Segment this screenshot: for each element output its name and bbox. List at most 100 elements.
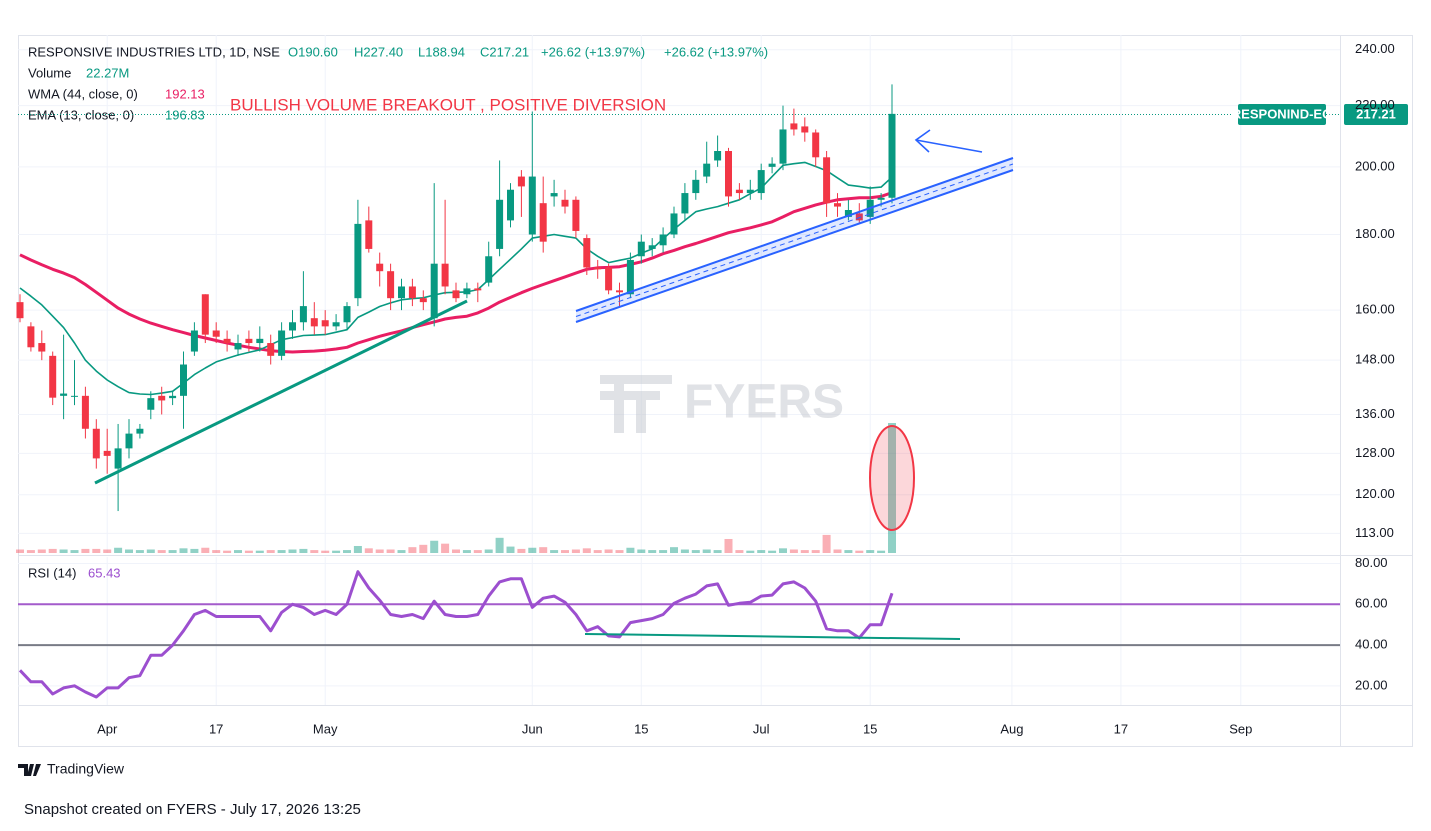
volume-bar [234, 550, 242, 553]
chart-frame [18, 35, 1413, 747]
volume-bar [506, 546, 515, 553]
volume-bar [92, 548, 101, 553]
candle-body [441, 263, 449, 287]
x-tick-label: 17 [1114, 721, 1128, 736]
candle-body [332, 322, 340, 327]
candle-body [125, 433, 133, 449]
candle-body [626, 259, 634, 295]
candle-body [485, 256, 493, 283]
volume-bar [484, 549, 493, 553]
volume-bar [452, 549, 460, 553]
candle-body [343, 306, 351, 323]
candle-body [299, 306, 307, 323]
volume-bar [866, 550, 875, 553]
volume-bar [332, 550, 341, 553]
y-tick-label: 180.00 [1355, 226, 1395, 241]
candle-body [223, 338, 231, 344]
arrow [914, 129, 983, 153]
candle-body [27, 326, 35, 348]
volume-bar [582, 548, 591, 553]
volume-bar [724, 538, 733, 553]
volume-bar [844, 550, 853, 553]
x-tick-label: 15 [634, 721, 648, 736]
candle-body [136, 428, 144, 434]
y-tick-label: 148.00 [1355, 352, 1395, 367]
y-tick-label: 200.00 [1355, 158, 1395, 173]
volume-bar [855, 550, 864, 553]
rsi-trend-line [584, 633, 961, 640]
volume-bar [571, 549, 580, 553]
candle-body [877, 197, 885, 200]
candle-body [583, 238, 591, 268]
ohlc-value: L188.94 [418, 44, 465, 59]
volume-bar [266, 550, 275, 553]
y-tick-label: 120.00 [1355, 486, 1395, 501]
y-tick-label: 20.00 [1355, 677, 1388, 692]
candle-body [387, 271, 395, 299]
candle-body [670, 213, 678, 235]
volume-bar [419, 544, 428, 553]
volume-bar [190, 548, 199, 553]
volume-bar [212, 550, 221, 553]
arrow-shaft [915, 139, 983, 153]
volume-bar [648, 550, 657, 553]
brand-logo: TradingView [18, 761, 125, 777]
candle-body [539, 203, 547, 242]
candle-body [169, 395, 177, 399]
brand-text: TradingView [47, 761, 125, 777]
candle-body [528, 176, 536, 235]
candle-body [594, 267, 602, 270]
volume-bar [277, 550, 286, 553]
x-tick-label: Jul [753, 721, 770, 736]
channel-line [575, 157, 1014, 312]
candle-body [572, 199, 580, 231]
candle-body [147, 398, 155, 410]
candle-body [212, 330, 220, 337]
candle-body [616, 290, 623, 293]
candle-body [234, 343, 242, 350]
volume-bar [48, 548, 57, 553]
volume-bar [539, 547, 548, 553]
ohlc-value: +26.62 (+13.97%) [541, 44, 645, 59]
candle-body [201, 294, 209, 335]
volume-bar [168, 550, 177, 553]
candle-body [790, 123, 798, 130]
candle-body [408, 286, 416, 299]
candle-body [779, 129, 787, 164]
volume-layer [16, 423, 896, 553]
volume-bar [789, 549, 798, 553]
volume-bar [833, 549, 842, 553]
candle-body [496, 199, 504, 249]
volume-bar [223, 550, 232, 553]
candle-body [398, 286, 405, 299]
y-tick-label: 128.00 [1355, 445, 1395, 460]
overlay-legend-value: 192.13 [165, 86, 205, 101]
volume-bar [637, 549, 646, 553]
x-tick-label: Jun [522, 721, 543, 736]
channel-line [575, 169, 1014, 323]
candle-body [605, 267, 613, 291]
candle-body [354, 223, 362, 299]
volume-bar [495, 537, 504, 553]
volume-bar [114, 547, 123, 553]
volume-bar [877, 550, 886, 553]
volume-bar [680, 549, 689, 553]
volume-bar [626, 547, 635, 553]
candle-body [474, 288, 482, 291]
ohlc-value: +26.62 (+13.97%) [664, 44, 768, 59]
candle-body [812, 132, 820, 158]
candle-body [365, 220, 373, 249]
candle-body [757, 170, 765, 194]
volume-bar [288, 549, 297, 553]
channel-fill [576, 158, 1013, 322]
volume-bar [659, 550, 668, 553]
x-tick-label: 17 [209, 721, 223, 736]
ohlc-value: C217.21 [480, 44, 529, 59]
symbol-label: RESPONIND-EQ [1232, 106, 1332, 121]
candle-body [746, 189, 754, 194]
candle-body [289, 322, 296, 331]
volume-bar [16, 549, 24, 553]
volume-bar [125, 549, 133, 553]
candle-body [648, 245, 656, 249]
